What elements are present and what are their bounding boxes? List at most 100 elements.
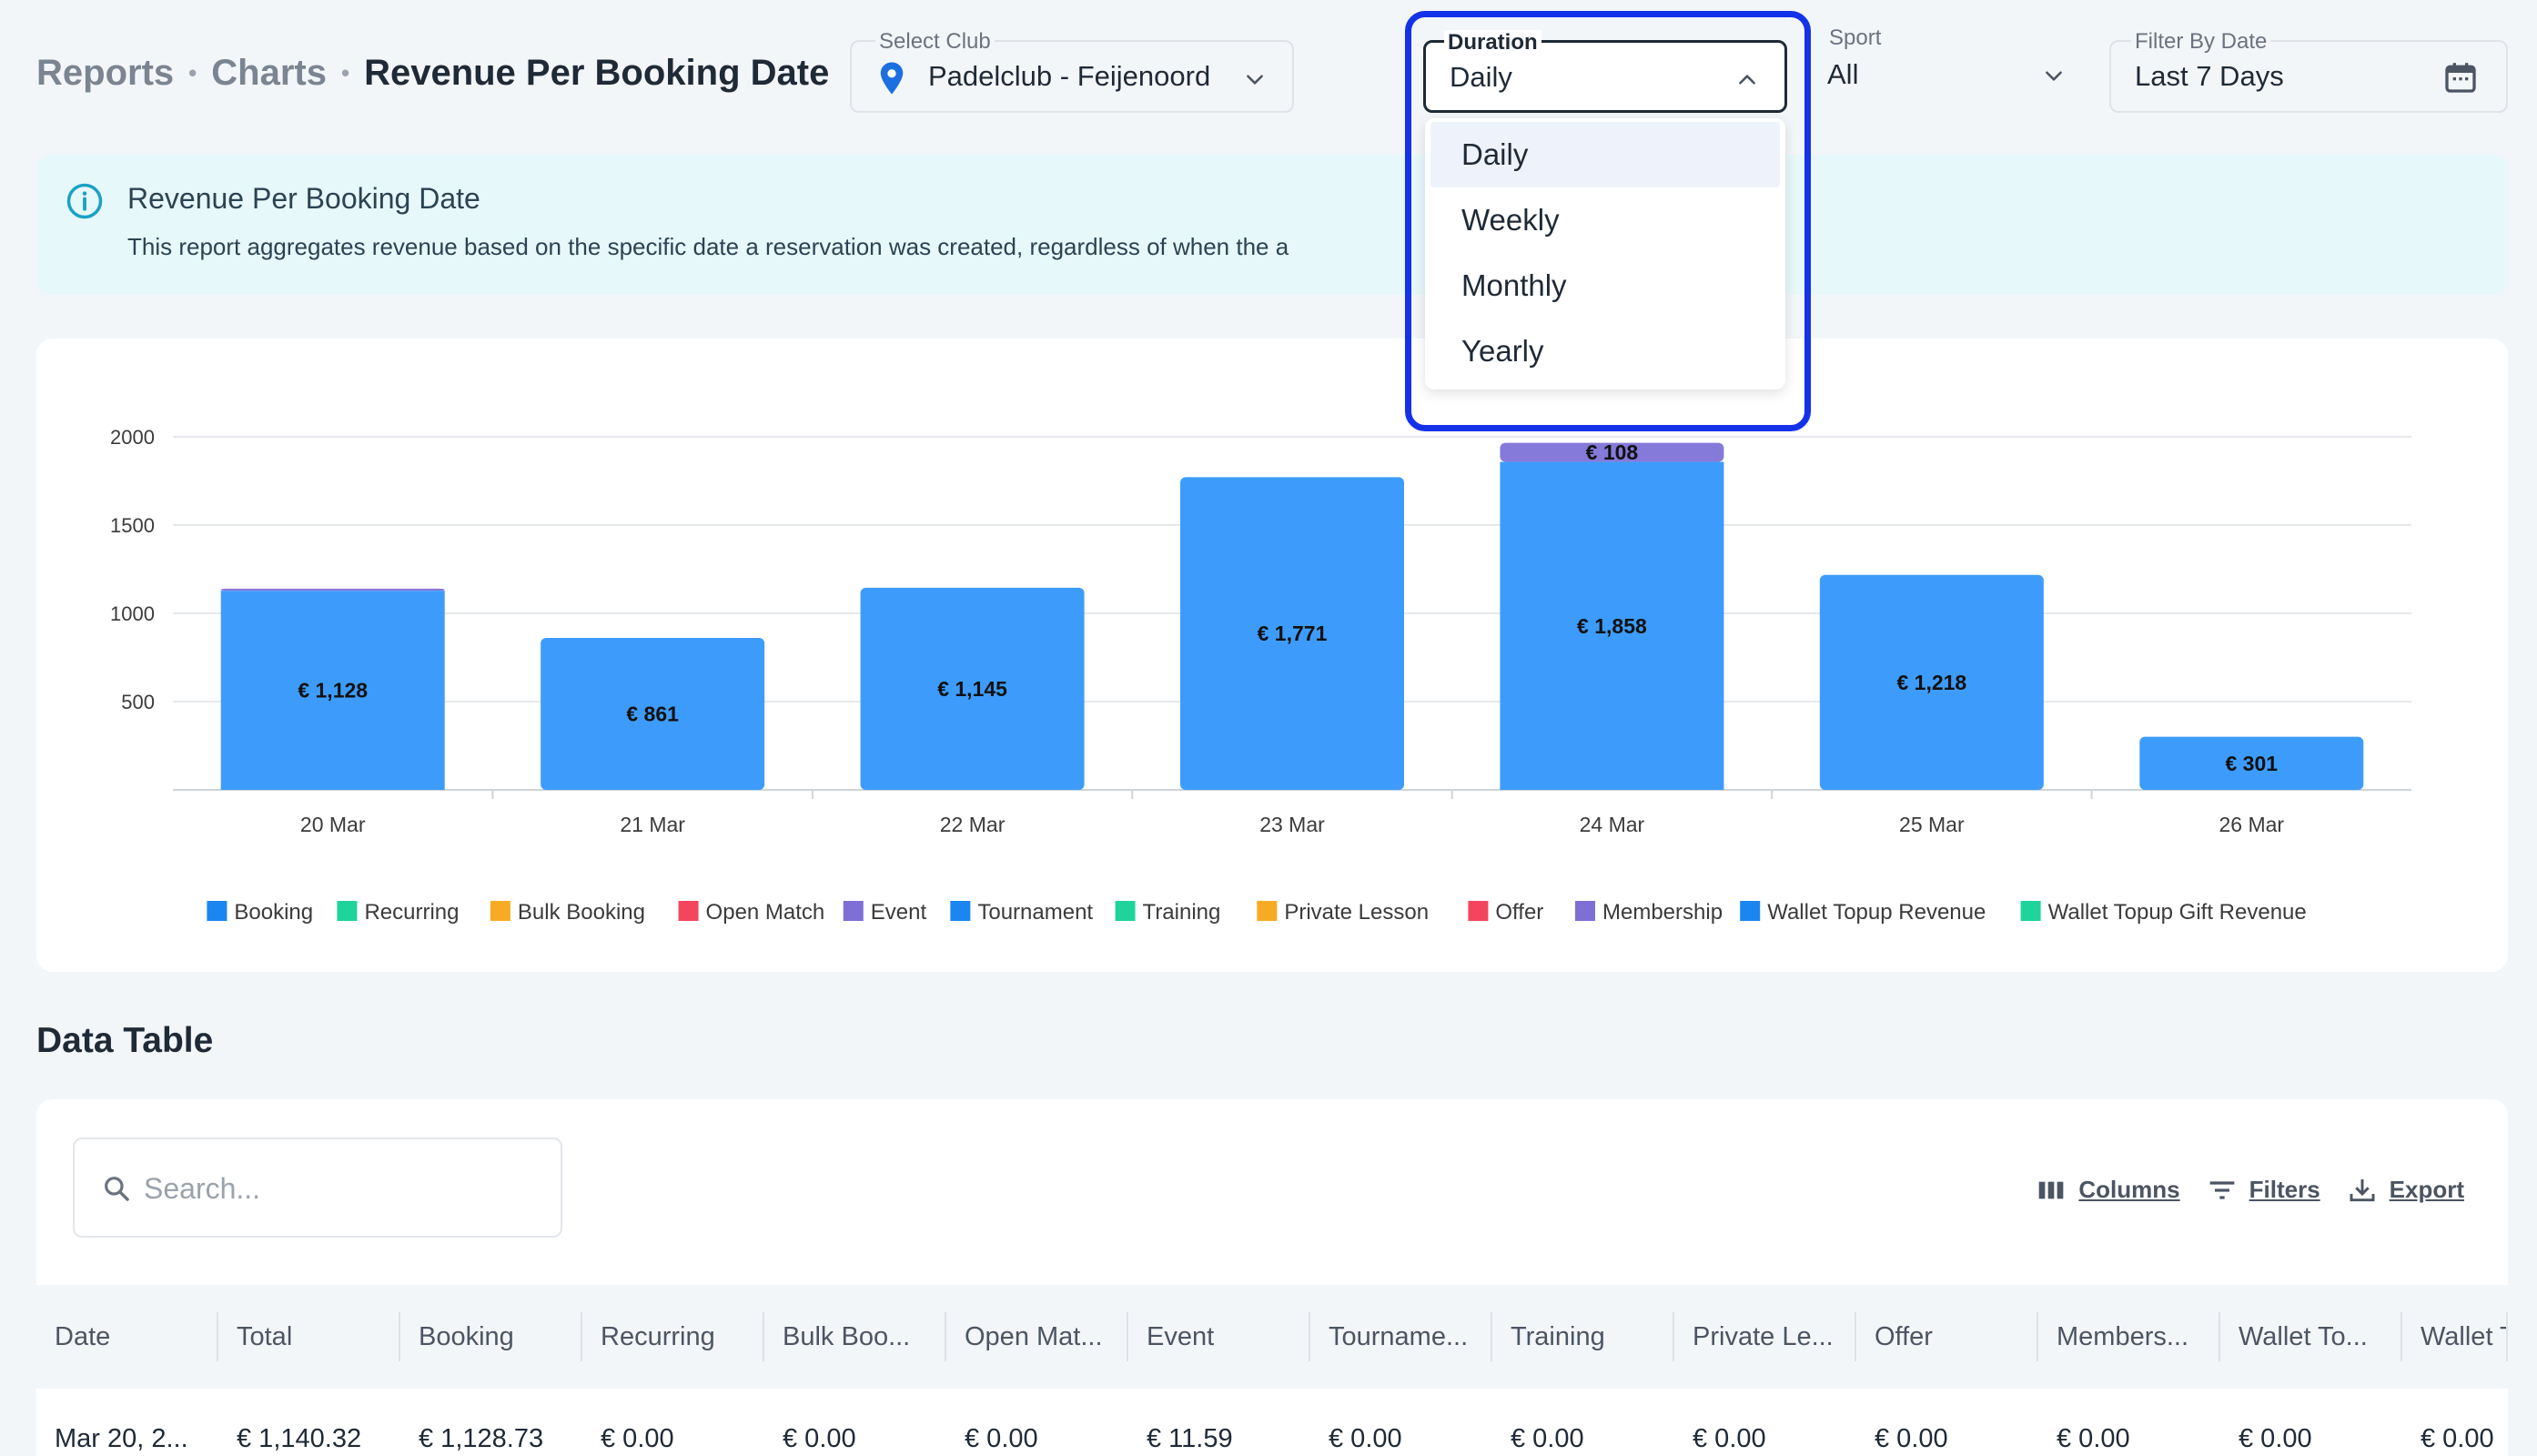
duration-dropdown: Daily Weekly Monthly Yearly <box>1425 118 1785 389</box>
legend-item: Offer <box>1495 900 1543 925</box>
x-tick-label: 26 Mar <box>2219 813 2284 836</box>
legend-swatch <box>1115 901 1136 921</box>
table-cell: € 0.00 <box>783 1423 856 1453</box>
data-label: € 1,128 <box>298 679 368 703</box>
columns-button[interactable]: Columns <box>2037 1176 2180 1204</box>
bar-booking <box>220 591 445 790</box>
column-header[interactable]: Members... <box>2038 1285 2220 1389</box>
search-icon <box>105 1177 129 1201</box>
table-cell: € 0.00 <box>1875 1423 1948 1453</box>
legend-swatch <box>1740 901 1761 921</box>
info-banner: Revenue Per Booking Date This report agg… <box>36 155 2508 295</box>
filter-lines-icon <box>2209 1180 2234 1199</box>
data-label: € 1,771 <box>1258 622 1328 645</box>
filters-button[interactable]: Filters <box>2208 1176 2320 1204</box>
column-header[interactable]: Private Le... <box>1674 1285 1856 1389</box>
calendar-icon[interactable] <box>2442 58 2479 96</box>
table-row[interactable]: Mar 20, 2... € 1,140.32 € 1,128.73 € 0.00 € … <box>36 1389 2508 1456</box>
bar-booking <box>541 637 765 790</box>
sidebar-toggle-icon[interactable]: › <box>0 60 16 93</box>
date-filter-value: Last 7 Days <box>2135 60 2284 92</box>
legend-swatch <box>1257 901 1278 921</box>
column-header[interactable]: Wallet To... <box>2220 1285 2402 1389</box>
data-label: € 1,858 <box>1577 614 1647 638</box>
column-header[interactable]: Wallet T <box>2402 1285 2508 1389</box>
breadcrumb-separator: • <box>340 59 350 86</box>
table-toolbar: Columns Filters Export <box>2037 1176 2464 1204</box>
table-cell: € 1,128.73 <box>419 1423 544 1453</box>
data-label: € 861 <box>626 702 679 725</box>
columns-icon <box>2039 1181 2064 1198</box>
table-cell: € 0.00 <box>601 1423 674 1453</box>
data-table-card: Columns Filters Export DateTotalBookingR… <box>36 1099 2508 1456</box>
legend-swatch <box>207 901 227 921</box>
table-cell: € 0.00 <box>965 1423 1038 1453</box>
chevron-down-icon <box>1247 75 1263 85</box>
legend-swatch <box>2020 901 2041 921</box>
bar-booking <box>1819 574 2044 790</box>
page-title: Revenue Per Booking Date <box>364 53 830 93</box>
bar-booking <box>2139 736 2364 790</box>
x-tick-label: 20 Mar <box>300 813 366 836</box>
column-header[interactable]: Recurring <box>582 1285 764 1389</box>
club-select-value: Padelclub - Feijenoord <box>928 60 1211 92</box>
legend-swatch <box>678 901 699 921</box>
date-filter[interactable]: Filter By Date Last 7 Days <box>2109 29 2508 113</box>
sport-select[interactable]: Sport All <box>1807 0 2091 113</box>
column-header[interactable]: Training <box>1492 1285 1674 1389</box>
legend-item: Training <box>1143 900 1221 925</box>
info-icon <box>66 183 103 219</box>
column-header[interactable]: Total <box>218 1285 400 1389</box>
data-label: € 1,218 <box>1896 671 1966 694</box>
column-header[interactable]: Event <box>1128 1285 1310 1389</box>
table-cell: € 0.00 <box>2239 1423 2312 1453</box>
duration-option-daily[interactable]: Daily <box>1430 122 1780 187</box>
table-cell: € 0.00 <box>1511 1423 1584 1453</box>
column-header[interactable]: Tourname... <box>1310 1285 1492 1389</box>
x-tick-label: 24 Mar <box>1580 813 1645 836</box>
x-tick-label: 23 Mar <box>1259 813 1325 836</box>
duration-option-weekly[interactable]: Weekly <box>1461 203 1560 237</box>
sport-select-label: Sport <box>1829 25 1882 50</box>
duration-select-label: Duration <box>1444 30 1541 56</box>
column-header[interactable]: Open Mat... <box>946 1285 1128 1389</box>
x-tick-label: 25 Mar <box>1899 813 1965 836</box>
legend-swatch <box>1575 901 1595 921</box>
club-select[interactable]: Select Club Padelclub - Feijenoord <box>850 29 1294 113</box>
table-search[interactable] <box>73 1138 562 1238</box>
legend-item: Recurring <box>364 900 459 925</box>
breadcrumb-separator: • <box>188 59 197 86</box>
table-cell: € 1,140.32 <box>237 1423 362 1453</box>
legend-swatch <box>490 901 510 921</box>
breadcrumb: Reports • Charts • Revenue Per Booking D… <box>36 53 829 94</box>
revenue-chart: 500 1000 1500 2000 € 1,128 20 Mar € 861 21 Mar €… <box>110 426 2411 925</box>
date-filter-label: Filter By Date <box>2131 29 2271 55</box>
search-input[interactable] <box>144 1161 544 1216</box>
data-label: € 108 <box>1586 440 1639 464</box>
breadcrumb-charts[interactable]: Charts <box>211 53 327 93</box>
chevron-down-icon <box>2046 71 2062 81</box>
column-header[interactable]: Booking <box>400 1285 582 1389</box>
legend-swatch <box>843 901 864 921</box>
table-cell: € 11.59 <box>1147 1423 1233 1453</box>
table-header: Date Total Booking Recurring Bulk Boo... Open… <box>36 1285 2508 1389</box>
duration-option-yearly[interactable]: Yearly <box>1461 334 1544 368</box>
data-label: € 1,145 <box>937 677 1007 701</box>
info-description: This report aggregates revenue based on … <box>127 233 1289 260</box>
y-tick-label: 1000 <box>110 602 155 625</box>
column-header[interactable]: Date <box>36 1285 218 1389</box>
columns-label: Columns <box>2078 1176 2180 1203</box>
duration-focus-highlight <box>1405 11 1811 431</box>
data-table-title: Data Table <box>36 1021 214 1060</box>
bar-event <box>1500 442 1724 462</box>
export-button[interactable]: Export <box>2348 1176 2464 1204</box>
download-icon <box>2350 1178 2375 1201</box>
table-cell: € 0.00 <box>1329 1423 1402 1453</box>
breadcrumb-reports[interactable]: Reports <box>36 53 175 93</box>
column-header[interactable]: Offer <box>1856 1285 2038 1389</box>
duration-select[interactable]: Duration Daily <box>1423 30 1787 113</box>
duration-option-monthly[interactable]: Monthly <box>1461 268 1567 302</box>
column-header[interactable]: Bulk Boo... <box>764 1285 946 1389</box>
y-tick-label: 500 <box>121 691 155 713</box>
table-cell: € 0.00 <box>2421 1423 2494 1453</box>
